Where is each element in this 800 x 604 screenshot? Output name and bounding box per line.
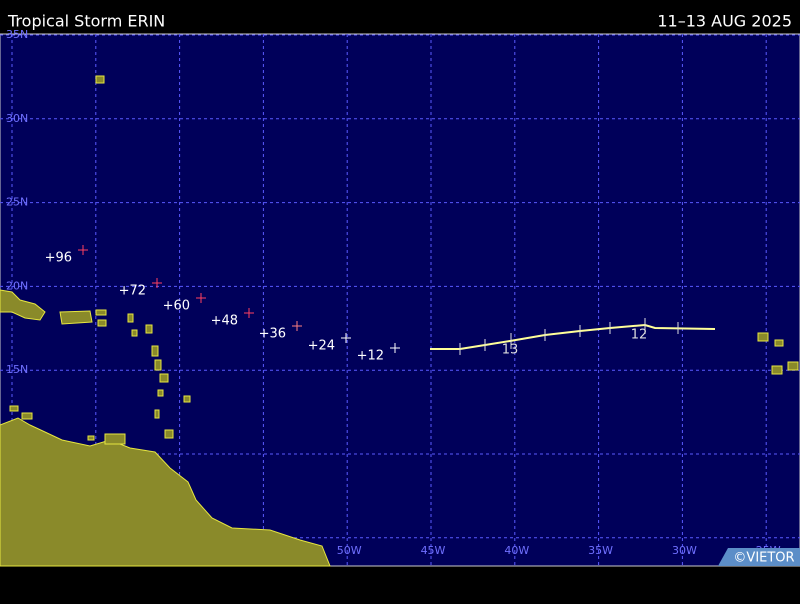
hispaniola: [0, 289, 46, 321]
forecast-label: +72: [119, 284, 146, 299]
lon-label: 50W: [337, 544, 362, 557]
island: [787, 361, 799, 371]
island: [774, 339, 784, 347]
island: [145, 324, 153, 334]
puerto-rico: [59, 310, 93, 325]
land: [0, 75, 799, 567]
forecast-label: +96: [45, 251, 72, 266]
storm-track: [430, 318, 716, 355]
forecast-cross: [152, 278, 162, 288]
south-america: [0, 417, 331, 567]
island: [95, 309, 107, 316]
island: [154, 409, 160, 419]
forecast-cross: [341, 333, 351, 343]
forecast-label: +12: [357, 349, 384, 364]
island: [157, 389, 164, 397]
lat-label: 20N: [6, 279, 28, 292]
forecast-cross: [390, 343, 400, 353]
island: [127, 313, 134, 323]
lat-label: 25N: [6, 196, 28, 209]
dates: 11–13 AUG 2025: [657, 12, 792, 31]
lat-label: 35N: [6, 28, 28, 41]
forecast-cross: [244, 308, 254, 318]
island: [757, 332, 769, 342]
forecast-cross: [196, 293, 206, 303]
lon-label: 45W: [421, 544, 446, 557]
island: [164, 429, 174, 439]
forecast-cross: [78, 245, 88, 255]
island: [21, 412, 33, 420]
lon-label: 40W: [504, 544, 529, 557]
island: [87, 435, 95, 441]
island: [97, 319, 107, 327]
lon-label: 35W: [588, 544, 613, 557]
island: [151, 345, 159, 357]
island: [771, 365, 783, 375]
credit-badge: [718, 548, 800, 566]
island: [95, 75, 105, 84]
island: [104, 433, 126, 445]
lat-label: 15N: [6, 363, 28, 376]
forecast-label: +60: [163, 299, 190, 314]
forecast-label: +48: [211, 314, 238, 329]
day-label: 13: [502, 343, 519, 358]
day-label: 12: [631, 328, 648, 343]
lon-label: 30W: [672, 544, 697, 557]
island: [131, 329, 138, 337]
title: Tropical Storm ERIN: [7, 12, 165, 31]
lat-label: 30N: [6, 112, 28, 125]
track-ticks: [459, 318, 679, 355]
island: [154, 359, 162, 371]
island: [183, 395, 191, 403]
title-bar: Tropical Storm ERIN 11–13 AUG 2025: [7, 12, 792, 31]
track-line: [430, 323, 716, 350]
forecast-label: +24: [308, 339, 335, 354]
island: [9, 405, 19, 412]
credit: ©VIETOR: [733, 551, 794, 566]
forecast-cross: [292, 321, 302, 331]
forecast: 13 12 +12 +24 +36 +48 +60 +72 +96: [45, 245, 648, 364]
island: [159, 373, 169, 383]
forecast-label: +36: [259, 327, 286, 342]
